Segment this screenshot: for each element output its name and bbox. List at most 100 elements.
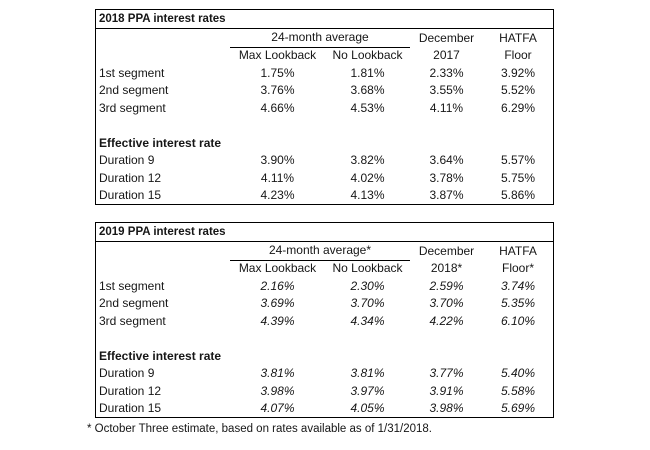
table-2019-ppa-rates: 2019 PPA interest rates 24-month average…	[95, 222, 554, 418]
row-label: 1st segment	[99, 65, 165, 80]
blank-row	[96, 330, 553, 348]
table-title-2019: 2019 PPA interest rates	[96, 223, 553, 242]
table-title-2018: 2018 PPA interest rates	[96, 10, 553, 29]
cell-value: 3.78%	[429, 170, 464, 185]
column-header-december: December	[418, 244, 475, 259]
group-header-24-month-average: 24-month average	[230, 29, 410, 48]
column-header-max-lookback: Max Lookback	[238, 261, 317, 276]
cell-value: 2.33%	[429, 65, 464, 80]
table-row-3rd-segment: 3rd segment 4.66% 4.53% 4.11% 6.29%	[96, 99, 553, 117]
cell-value: 4.39%	[260, 313, 295, 328]
cell-value: 3.92%	[500, 65, 536, 80]
cell-value: 1.75%	[260, 65, 295, 80]
cell-value: 3.77%	[429, 366, 464, 381]
row-label: Duration 9	[99, 153, 155, 168]
table-row-duration-9: Duration 9 3.81% 3.81% 3.77% 5.40%	[96, 365, 553, 383]
cell-value: 6.29%	[500, 100, 536, 115]
row-label: 2nd segment	[99, 83, 169, 98]
cell-value: 3.97%	[350, 383, 385, 398]
table-row-duration-12: Duration 12 3.98% 3.97% 3.91% 5.58%	[96, 382, 553, 400]
cell-value: 4.02%	[350, 170, 385, 185]
header-row-group: 24-month average December HATFA	[96, 29, 553, 48]
cell-value: 3.98%	[429, 401, 464, 416]
column-header-hatfa: HATFA	[499, 244, 537, 259]
cell-value: 5.58%	[500, 383, 536, 398]
cell-value: 4.11%	[260, 170, 295, 185]
row-label: 3rd segment	[99, 100, 166, 115]
cell-value: 1.81%	[350, 65, 385, 80]
row-label: 2nd segment	[99, 296, 169, 311]
cell-value: 4.11%	[429, 100, 464, 115]
cell-value: 3.64%	[429, 153, 464, 168]
row-label: Duration 12	[99, 170, 162, 185]
cell-value: 3.55%	[429, 83, 464, 98]
cell-value: 3.91%	[429, 383, 464, 398]
table-row-duration-12: Duration 12 4.11% 4.02% 3.78% 5.75%	[96, 169, 553, 187]
row-label: 3rd segment	[99, 313, 166, 328]
section-row-effective-interest-rate: Effective interest rate	[96, 134, 553, 152]
cell-value: 3.90%	[260, 153, 295, 168]
column-header-no-lookback: No Lookback	[332, 48, 403, 63]
cell-value: 5.57%	[500, 153, 536, 168]
cell-value: 5.35%	[500, 296, 536, 311]
cell-value: 5.86%	[500, 188, 536, 203]
table-row-duration-15: Duration 15 4.23% 4.13% 3.87% 5.86%	[96, 187, 553, 205]
row-label: Duration 15	[99, 401, 162, 416]
row-label: 1st segment	[99, 278, 165, 293]
cell-value: 4.22%	[429, 313, 464, 328]
column-header-max-lookback: Max Lookback	[238, 48, 317, 63]
cell-value: 3.68%	[350, 83, 385, 98]
cell-value: 3.81%	[350, 366, 385, 381]
row-label: Duration 12	[99, 383, 162, 398]
header-row-sub: Max Lookback No Lookback 2017 Floor	[96, 47, 553, 65]
table-row-1st-segment: 1st segment 1.75% 1.81% 2.33% 3.92%	[96, 64, 553, 82]
cell-value: 2.30%	[350, 278, 385, 293]
table-row-1st-segment: 1st segment 2.16% 2.30% 2.59% 3.74%	[96, 277, 553, 295]
table-row-2nd-segment: 2nd segment 3.69% 3.70% 3.70% 5.35%	[96, 295, 553, 313]
cell-value: 4.07%	[260, 401, 295, 416]
row-label: Duration 9	[99, 366, 155, 381]
cell-value: 3.74%	[500, 278, 536, 293]
cell-value: 5.75%	[500, 170, 536, 185]
column-header-december: December	[418, 31, 475, 46]
cell-value: 5.40%	[500, 366, 536, 381]
section-row-effective-interest-rate: Effective interest rate	[96, 347, 553, 365]
header-row-sub: Max Lookback No Lookback 2018* Floor*	[96, 260, 553, 278]
column-header-hatfa-floor: Floor	[504, 48, 532, 63]
cell-value: 4.23%	[260, 188, 295, 203]
blank-row	[96, 117, 553, 135]
group-header-24-month-average: 24-month average*	[230, 242, 410, 261]
cell-value: 4.53%	[350, 100, 385, 115]
cell-value: 4.13%	[350, 188, 385, 203]
header-row-group: 24-month average* December HATFA	[96, 242, 553, 261]
cell-value: 3.70%	[429, 296, 464, 311]
table-2018-ppa-rates: 2018 PPA interest rates 24-month average…	[95, 9, 554, 205]
column-header-december-year: 2018*	[430, 261, 463, 276]
section-label: Effective interest rate	[99, 348, 222, 363]
cell-value: 2.59%	[429, 278, 464, 293]
cell-value: 3.69%	[260, 296, 295, 311]
column-header-hatfa: HATFA	[499, 31, 537, 46]
cell-value: 3.98%	[260, 383, 295, 398]
cell-value: 3.87%	[429, 188, 464, 203]
row-label: Duration 15	[99, 188, 162, 203]
cell-value: 4.66%	[260, 100, 295, 115]
table-row-2nd-segment: 2nd segment 3.76% 3.68% 3.55% 5.52%	[96, 82, 553, 100]
cell-value: 4.34%	[350, 313, 385, 328]
cell-value: 5.52%	[500, 83, 536, 98]
table-row-3rd-segment: 3rd segment 4.39% 4.34% 4.22% 6.10%	[96, 312, 553, 330]
column-header-no-lookback: No Lookback	[332, 261, 403, 276]
cell-value: 2.16%	[260, 278, 295, 293]
cell-value: 3.70%	[350, 296, 385, 311]
cell-value: 3.76%	[260, 83, 295, 98]
column-header-december-year: 2017	[433, 48, 460, 63]
table-row-duration-9: Duration 9 3.90% 3.82% 3.64% 5.57%	[96, 152, 553, 170]
section-label: Effective interest rate	[99, 135, 222, 150]
column-header-hatfa-floor: Floor*	[501, 261, 534, 276]
cell-value: 4.05%	[350, 401, 385, 416]
cell-value: 3.82%	[350, 153, 385, 168]
footnote-october-three-estimate: * October Three estimate, based on rates…	[87, 423, 432, 435]
table-row-duration-15: Duration 15 4.07% 4.05% 3.98% 5.69%	[96, 400, 553, 418]
cell-value: 3.81%	[260, 366, 295, 381]
